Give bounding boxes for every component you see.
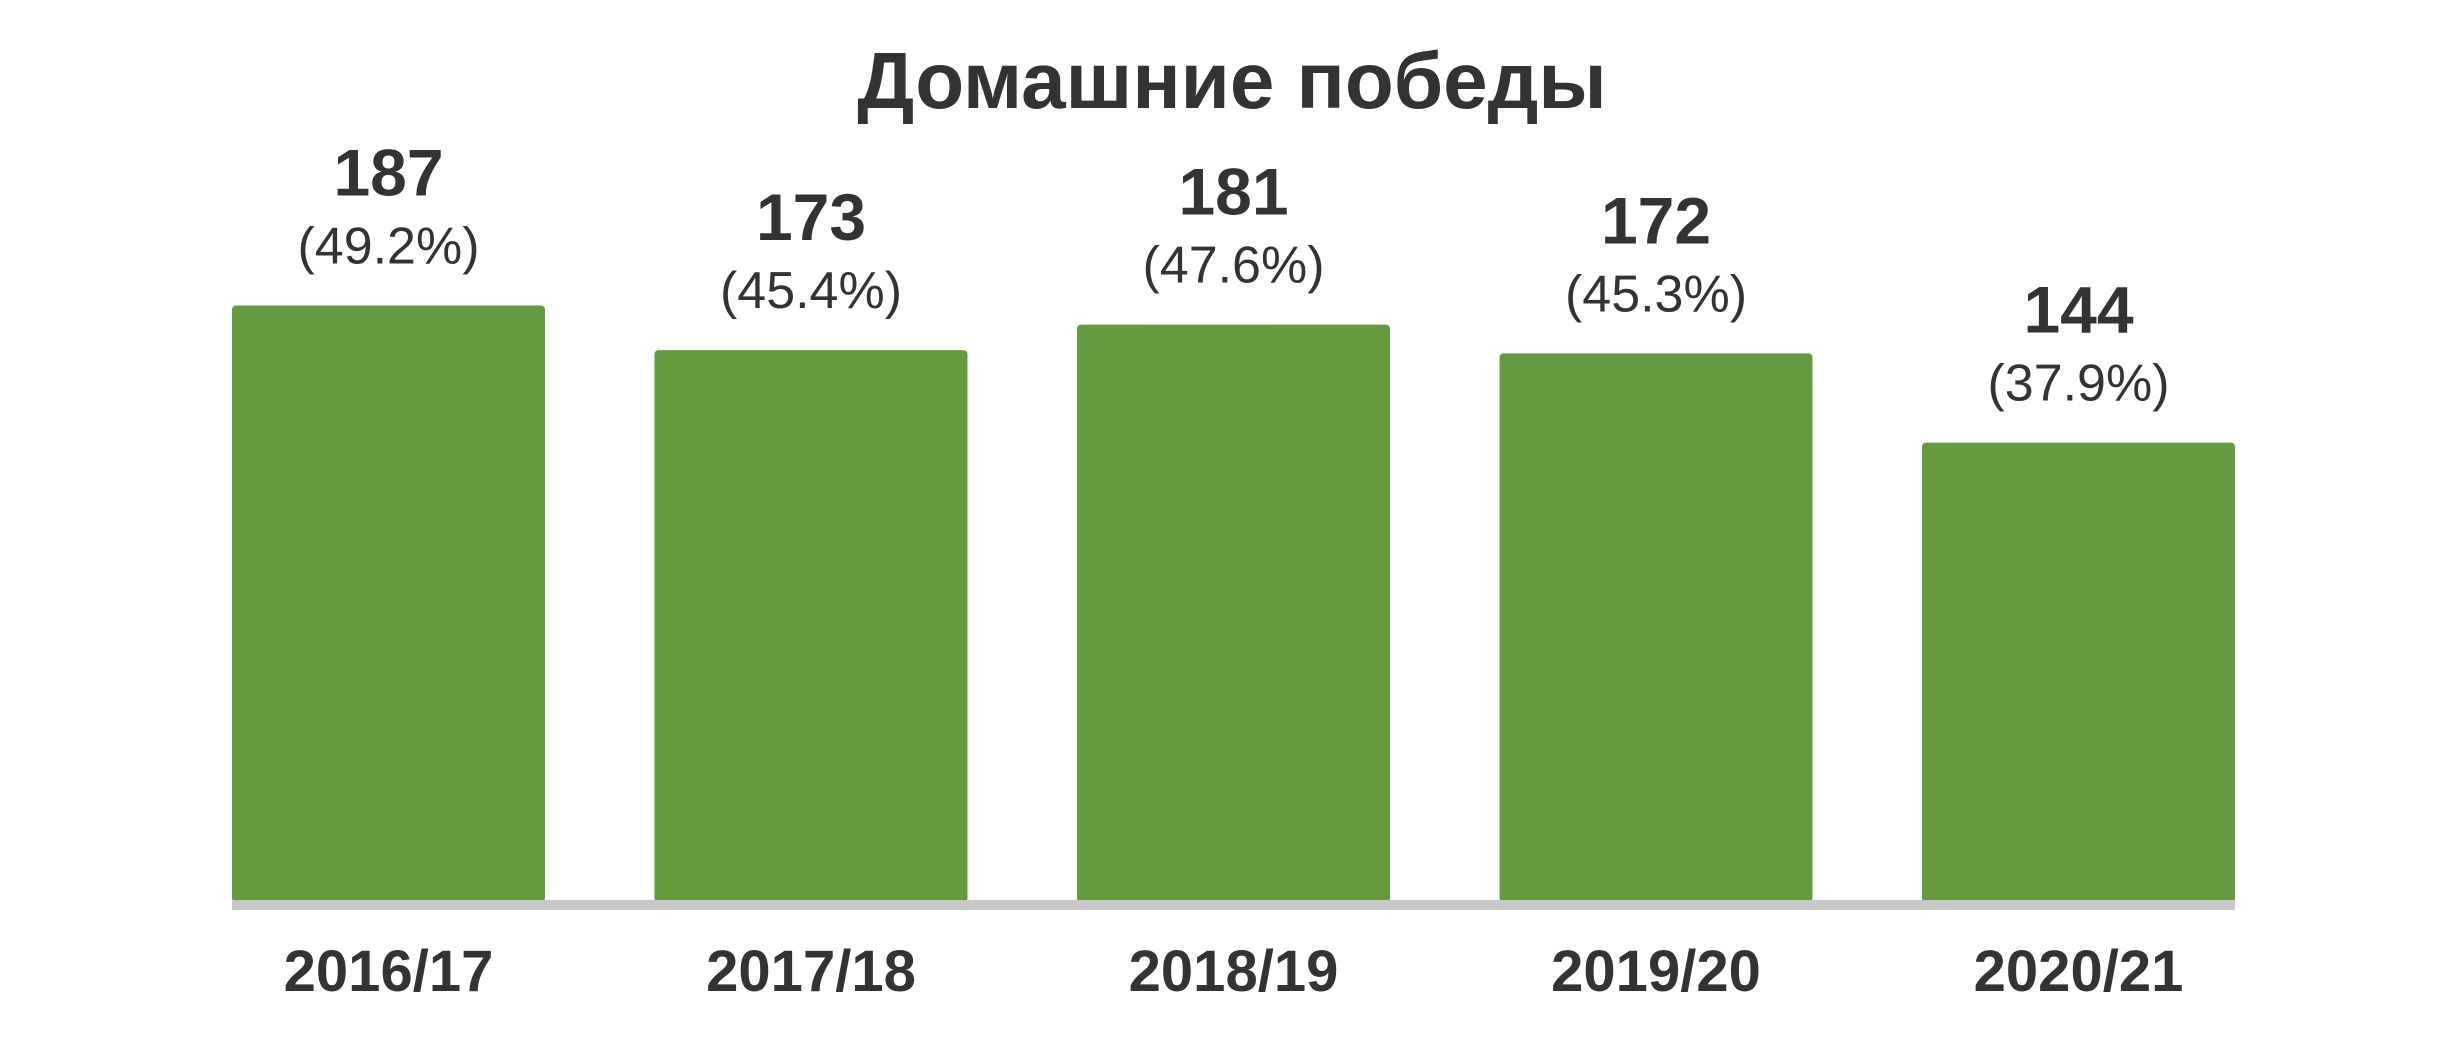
bars-group bbox=[232, 305, 2235, 903]
value-label: 144 bbox=[2023, 273, 2133, 347]
bar-2020/21 bbox=[1922, 442, 2235, 902]
x-axis-baseline bbox=[232, 900, 2235, 910]
category-label: 2017/18 bbox=[706, 939, 916, 1004]
value-label: 173 bbox=[756, 180, 866, 254]
bar-2017/18 bbox=[654, 350, 968, 902]
labels-group: 187 (49.2%) 2016/17 173 (45.4%) 2017/18 181 (47… bbox=[284, 135, 2184, 1004]
category-label: 2018/19 bbox=[1129, 939, 1339, 1004]
percent-label: (49.2%) bbox=[297, 217, 479, 275]
percent-label: (47.6%) bbox=[1142, 237, 1324, 295]
percent-label: (45.3%) bbox=[1565, 265, 1747, 323]
bar-2016/17 bbox=[232, 305, 545, 903]
bar-2018/19 bbox=[1077, 324, 1390, 902]
value-label: 172 bbox=[1601, 183, 1711, 257]
category-label: 2020/21 bbox=[1974, 939, 2184, 1004]
value-label: 181 bbox=[1178, 155, 1288, 229]
bar-2019/20 bbox=[1499, 353, 1813, 902]
category-label: 2016/17 bbox=[284, 939, 494, 1004]
percent-label: (45.4%) bbox=[720, 262, 902, 320]
percent-label: (37.9%) bbox=[1987, 355, 2169, 413]
value-label: 187 bbox=[333, 135, 443, 209]
category-label: 2019/20 bbox=[1551, 939, 1761, 1004]
chart-title: Домашние победы bbox=[857, 36, 1607, 125]
